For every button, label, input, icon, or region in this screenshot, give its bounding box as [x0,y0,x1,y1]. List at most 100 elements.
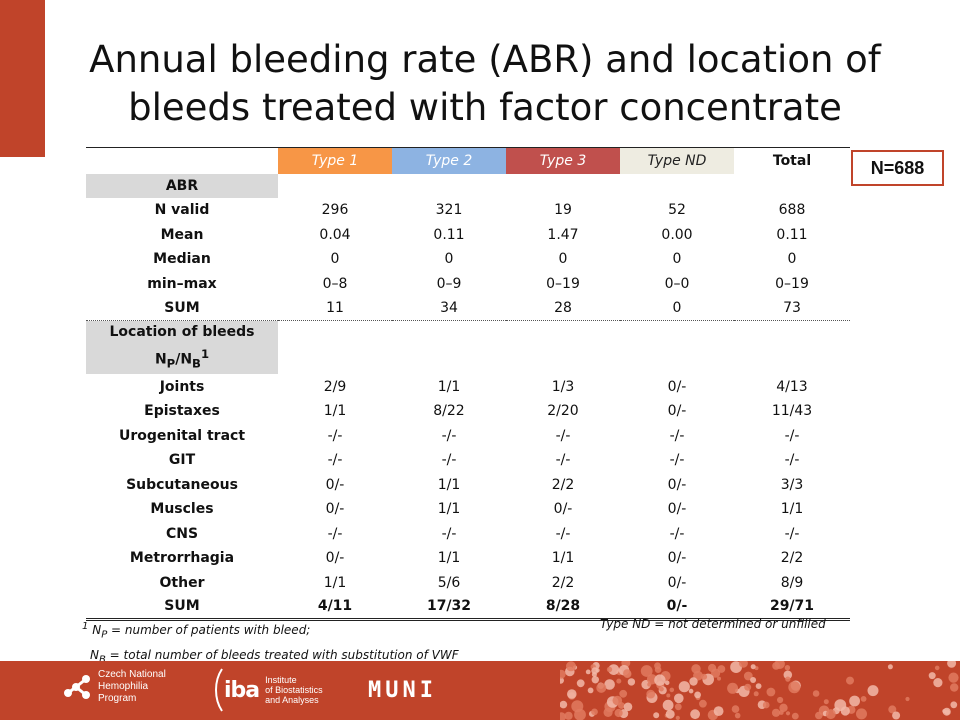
footnote-np-letter: N [92,623,102,637]
abr-mean-total: 0.11 [776,226,808,243]
czech-logo-line2: Hemophilia [98,681,149,692]
abr-n-valid-type-2: 321 [435,202,463,219]
location-urogenital-tract-type-nd: -/- [669,427,685,444]
location-epistaxes-row: Epistaxes 1/1 8/22 2/20 0/- 11/43 [86,399,850,424]
abr-sum-total: 73 [734,296,850,321]
table-header-row: Type 1 Type 2 Type 3 Type ND Total [86,147,850,174]
footnote-nb-text: = total number of bleeds treated with su… [105,648,459,663]
abr-min-max-type-2: 0–9 [436,275,462,292]
location-other-total: 8/9 [780,574,804,591]
location-cns-type-nd: -/- [669,525,685,542]
header-empty-cell [86,147,278,174]
location-sum-label: SUM [86,594,278,621]
czech-logo-line3: Program [98,693,137,704]
nb-letter: /N [175,351,193,368]
location-metrorrhagia-type-2: 1/1 [437,550,461,567]
location-sum-row: SUM 4/11 17/32 8/28 0/- 29/71 [86,594,850,621]
iba-mark: iba [224,677,260,703]
iba-line1: Institute [265,675,297,685]
abr-sum-type-2: 34 [392,296,506,321]
location-sum-type-nd: 0/- [620,594,734,621]
location-epistaxes-total: 11/43 [771,403,813,420]
location-metrorrhagia-type-3: 1/1 [551,550,575,567]
abr-median-total: 0 [787,251,797,268]
abr-mean-row: Mean 0.04 0.11 1.47 0.00 0.11 [86,223,850,248]
location-urogenital-tract-type-3: -/- [555,427,571,444]
sample-size-badge: N=688 [851,150,944,186]
abr-mean-type-3: 1.47 [547,226,579,243]
location-sum-type-2: 17/32 [392,594,506,621]
location-urogenital-tract-total: -/- [784,427,800,444]
location-other-type-nd: 0/- [667,574,687,591]
location-urogenital-tract-row: Urogenital tract -/- -/- -/- -/- -/- [86,423,850,448]
abr-min-max-type-1: 0–8 [322,275,348,292]
footer-band: Czech National Hemophilia Program iba In… [0,661,960,720]
abr-mean-label: Mean [160,226,204,243]
location-subcutaneous-label: Subcutaneous [126,476,238,493]
location-joints-type-3: 1/3 [551,378,575,395]
location-cns-row: CNS -/- -/- -/- -/- -/- [86,521,850,546]
location-metrorrhagia-type-nd: 0/- [667,550,687,567]
abr-section-row: ABR [86,173,850,198]
location-cns-type-1: -/- [327,525,343,542]
header-type-1: Type 1 [278,147,392,174]
abr-sum-label: SUM [86,296,278,321]
location-muscles-type-3: 0/- [553,501,573,518]
location-joints-type-2: 1/1 [437,378,461,395]
location-other-label: Other [159,574,205,591]
location-metrorrhagia-total: 2/2 [780,550,804,567]
location-muscles-label: Muscles [150,501,214,518]
location-joints-total: 4/13 [776,378,808,395]
abr-sum-row: SUM 11 34 28 0 73 [86,296,850,321]
footnote-np-sub: P [101,629,108,641]
np-subscript: P [166,356,176,371]
header-type-3: Type 3 [506,147,620,174]
location-subcutaneous-row: Subcutaneous 0/- 1/1 2/2 0/- 3/3 [86,472,850,497]
header-total: Total [734,147,850,174]
location-subcutaneous-type-nd: 0/- [667,476,687,493]
dotted-pattern-graphic [560,661,959,720]
location-joints-type-1: 2/9 [323,378,347,395]
abr-min-max-total: 0–19 [775,275,809,292]
location-label-line1: Location of bleeds [109,324,255,340]
location-git-row: GIT -/- -/- -/- -/- -/- [86,448,850,473]
abr-median-row: Median 0 0 0 0 0 [86,247,850,272]
location-cns-label: CNS [165,525,199,542]
header-type-2: Type 2 [392,147,506,174]
abr-mean-type-2: 0.11 [433,226,465,243]
title-line-2: bleeds treated with factor concentrate [128,86,842,129]
location-muscles-row: Muscles 0/- 1/1 0/- 0/- 1/1 [86,497,850,522]
abr-sum-type-nd: 0 [620,296,734,321]
footnote-type-nd: Type ND = not determined or unfilled [600,617,826,631]
abr-table: Type 1 Type 2 Type 3 Type ND Total ABR N… [86,147,850,621]
iba-curve-icon [215,668,223,712]
location-metrorrhagia-row: Metrorrhagia 0/- 1/1 1/1 0/- 2/2 [86,546,850,571]
location-cns-total: -/- [784,525,800,542]
abr-min-max-type-3: 0–19 [546,275,580,292]
abr-n-valid-type-1: 296 [321,202,349,219]
location-muscles-total: 1/1 [780,501,804,518]
footnote-sup: 1 [82,621,89,632]
location-muscles-type-1: 0/- [325,501,345,518]
location-muscles-type-2: 1/1 [437,501,461,518]
abr-sum-type-1: 11 [278,296,392,321]
location-other-type-1: 1/1 [323,574,347,591]
np-letter: N [154,351,167,368]
abr-median-type-1: 0 [330,251,340,268]
muni-logo: MUNI [368,678,437,703]
location-subcutaneous-total: 3/3 [780,476,804,493]
location-epistaxes-type-nd: 0/- [667,403,687,420]
abr-min-max-label: min–max [147,275,217,292]
location-joints-type-nd: 0/- [667,378,687,395]
location-other-type-2: 5/6 [437,574,461,591]
location-joints-row: Joints 2/9 1/1 1/3 0/- 4/13 [86,374,850,399]
abr-min-max-type-nd: 0–0 [664,275,690,292]
location-epistaxes-label: Epistaxes [144,403,220,420]
czech-hemophilia-logo: Czech National Hemophilia Program [62,669,166,705]
nb-subscript: B [192,356,201,371]
abr-mean-type-1: 0.04 [319,226,351,243]
location-urogenital-tract-type-2: -/- [441,427,457,444]
footnote-definitions: 1 NP = number of patients with bleed; NB… [82,617,459,671]
hemophilia-network-icon [64,675,90,699]
abr-section-label: ABR [86,173,278,198]
